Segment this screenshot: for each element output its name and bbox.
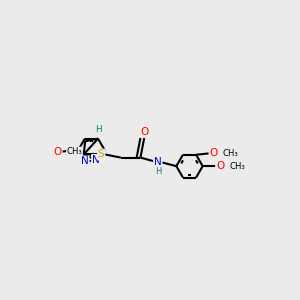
Text: N: N xyxy=(92,155,100,165)
Text: H: H xyxy=(155,167,161,176)
Text: O: O xyxy=(54,147,62,157)
Text: O: O xyxy=(140,127,148,136)
Text: O: O xyxy=(209,148,217,158)
Text: N: N xyxy=(154,157,162,167)
Text: O: O xyxy=(216,161,224,171)
Text: H: H xyxy=(95,125,101,134)
Text: CH₃: CH₃ xyxy=(230,162,245,171)
Text: CH₃: CH₃ xyxy=(67,147,82,156)
Text: N: N xyxy=(81,156,89,167)
Text: CH₃: CH₃ xyxy=(223,149,239,158)
Text: S: S xyxy=(98,149,104,159)
